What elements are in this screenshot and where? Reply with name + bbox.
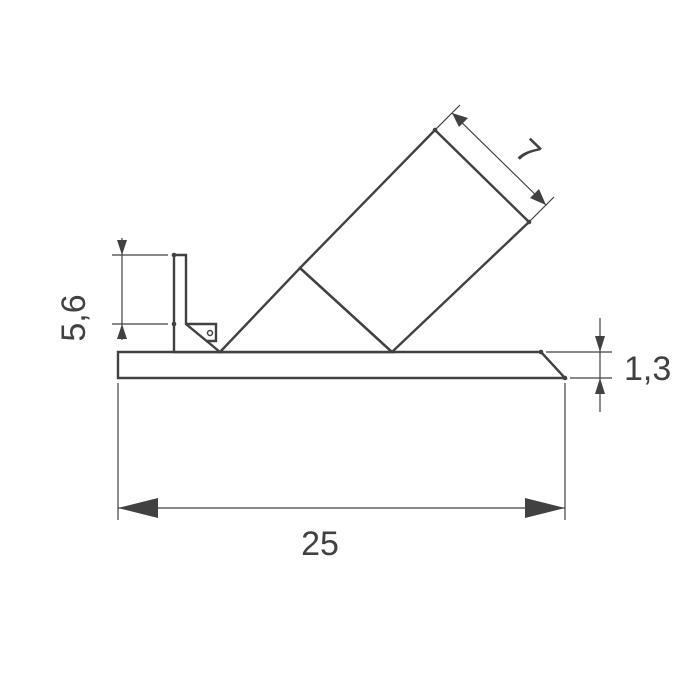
dim-25-label: 25 xyxy=(301,525,339,563)
dimension-5-6: 5,6 xyxy=(55,238,176,342)
dim-5-6-label: 5,6 xyxy=(55,294,93,341)
dim-1-3-label: 1,3 xyxy=(624,350,671,388)
technical-drawing: 25 5,6 7 xyxy=(0,0,700,700)
hook-hole xyxy=(208,331,213,336)
dimension-1-3: 1,3 xyxy=(539,318,672,412)
dimension-25: 25 xyxy=(118,383,565,563)
base-slab xyxy=(118,352,565,378)
dim-7-label: 7 xyxy=(508,132,548,172)
profile-outline xyxy=(118,130,565,378)
left-flap xyxy=(174,255,220,352)
